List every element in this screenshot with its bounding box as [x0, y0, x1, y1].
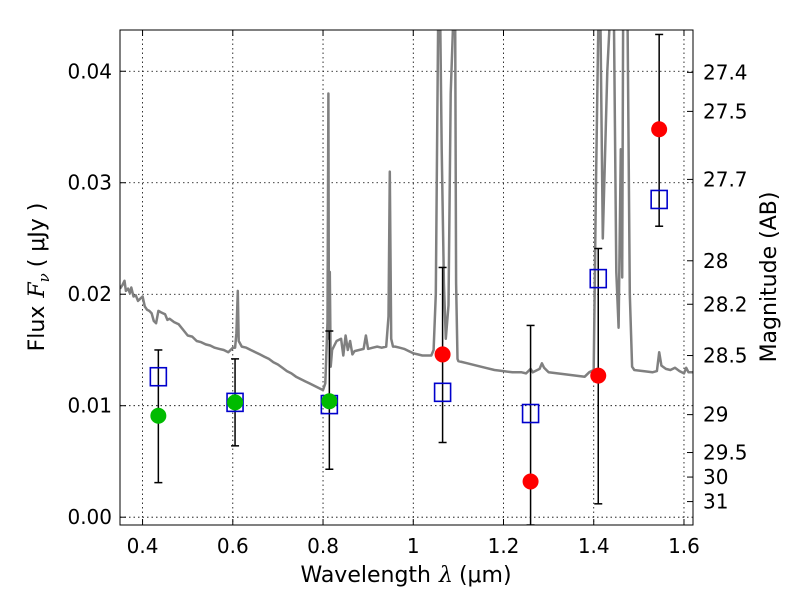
red-point-0 [434, 346, 451, 363]
y2-tick-label-9: 31 [703, 490, 728, 514]
error-bar-4 [526, 324, 535, 525]
y2-tick-label-0: 27.4 [703, 60, 748, 84]
y2-tick-label-1: 27.5 [703, 99, 748, 123]
axes: 0.4 0.6 0.8 1 1.2 1.4 1.6 0.00 0.01 0.02 0.03 0.04 2… [67, 30, 748, 558]
model-square-4 [521, 403, 540, 424]
grid-lines [120, 30, 693, 525]
y2-tick-label-4: 28.2 [703, 292, 748, 316]
y2-axis-label: Magnitude (AB) [757, 192, 782, 363]
green-point-1 [227, 394, 244, 411]
x-tick-label-2: 0.8 [307, 534, 339, 558]
green-point-2 [321, 393, 338, 410]
y2-tick-label-5: 28.5 [703, 344, 748, 368]
y-axis-label: FluxFν( μJy ) [25, 203, 53, 352]
x-tick-label-4: 1.2 [488, 534, 520, 558]
red-point-3 [651, 121, 668, 138]
y2-tick-label-2: 27.7 [703, 167, 748, 191]
y2-tick-label-8: 30 [703, 465, 728, 489]
y2-tick-label-6: 29 [703, 403, 728, 427]
x-tick-label-3: 1 [407, 534, 420, 558]
model-square-5 [589, 268, 608, 289]
plot-frame [119, 29, 694, 526]
x-tick-label-6: 1.6 [668, 534, 700, 558]
y-tick-label-3: 0.03 [67, 171, 112, 195]
y2-tick-label-3: 28 [703, 249, 728, 273]
red-point-1 [522, 473, 539, 490]
y-tick-label-0: 0.00 [67, 505, 112, 529]
y-tick-label-2: 0.02 [67, 282, 112, 306]
y-tick-label-4: 0.04 [67, 59, 112, 83]
green-point-0 [150, 407, 167, 424]
model-square-6 [650, 189, 668, 210]
model-square-3 [433, 382, 452, 403]
x-tick-label-0: 0.4 [127, 534, 159, 558]
y-tick-label-1: 0.01 [67, 394, 112, 418]
x-tick-label-5: 1.4 [578, 534, 610, 558]
model-square-0 [149, 366, 168, 387]
plot-area [120, 30, 693, 525]
y2-tick-label-7: 29.5 [703, 441, 748, 465]
model-spectrum-line [120, 30, 693, 392]
red-point-2 [590, 367, 607, 384]
x-tick-label-1: 0.6 [217, 534, 249, 558]
x-axis-label: Wavelength λ (μm) [300, 563, 511, 588]
